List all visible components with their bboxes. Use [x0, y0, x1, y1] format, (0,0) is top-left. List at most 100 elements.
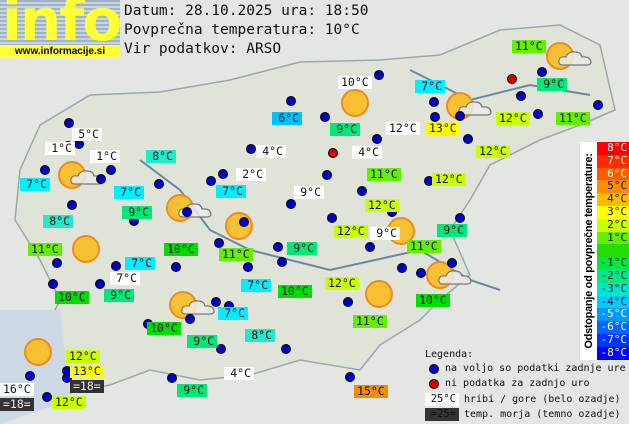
station-dot-icon[interactable] [167, 373, 177, 383]
station-dot-icon[interactable] [593, 100, 603, 110]
station-dot-icon[interactable] [429, 97, 439, 107]
station-temperature-label: 12°C [476, 145, 510, 158]
average-temperature: Povprečna temperatura: 10°C [124, 22, 360, 38]
station-dot-icon[interactable] [365, 242, 375, 252]
station-temperature-label: 11°C [219, 248, 253, 261]
scale-title: Odstopanje od povprečne temperature: [580, 142, 597, 360]
station-temperature-label: 11°C [28, 243, 62, 256]
station-dot-icon[interactable] [64, 118, 74, 128]
station-dot-icon[interactable] [345, 372, 355, 382]
station-temperature-label: 9°C [287, 242, 317, 255]
station-dot-icon[interactable] [52, 258, 62, 268]
station-dot-icon[interactable] [322, 170, 332, 180]
station-dot-icon[interactable] [273, 242, 283, 252]
station-temperature-label: 10°C [55, 291, 89, 304]
station-missing-dot-icon[interactable] [507, 74, 517, 84]
station-dot-icon[interactable] [281, 344, 291, 354]
station-temperature-label: 10°C [278, 285, 312, 298]
station-dot-icon[interactable] [447, 258, 457, 268]
station-dot-icon[interactable] [185, 314, 195, 324]
scale-step: 7°C [597, 154, 629, 168]
station-temperature-label: 9°C [294, 186, 324, 199]
station-dot-icon[interactable] [106, 165, 116, 175]
station-dot-icon[interactable] [40, 165, 50, 175]
station-dot-icon[interactable] [455, 213, 465, 223]
station-dot-icon[interactable] [327, 213, 337, 223]
station-dot-icon[interactable] [286, 96, 296, 106]
station-dot-icon[interactable] [397, 263, 407, 273]
sun-icon [365, 280, 393, 308]
station-dot-icon[interactable] [206, 176, 216, 186]
scale-step: -7°C [597, 334, 629, 347]
station-dot-icon[interactable] [463, 134, 473, 144]
station-dot-icon[interactable] [455, 111, 465, 121]
station-dot-icon[interactable] [537, 67, 547, 77]
sea-temperature-label: =18= [0, 398, 34, 411]
sea-temperature-label: =18= [70, 380, 104, 393]
scale-step: 3°C [597, 206, 629, 219]
station-temperature-label: 9°C [330, 123, 360, 136]
scale-step: 5°C [597, 180, 629, 194]
station-dot-icon[interactable] [67, 200, 77, 210]
scale-step: -2°C [597, 270, 629, 283]
station-temperature-label: 4°C [352, 146, 382, 159]
station-dot-icon[interactable] [516, 91, 526, 101]
logo-text: info [2, 0, 120, 45]
station-dot-icon[interactable] [357, 186, 367, 196]
station-dot-icon[interactable] [216, 344, 226, 354]
station-dot-icon[interactable] [62, 373, 72, 383]
station-dot-icon[interactable] [154, 179, 164, 189]
station-temperature-label: 5°C [72, 128, 102, 141]
station-dot-icon[interactable] [277, 257, 287, 267]
date-line: Datum: 28.10.2025 ura: 18:50 [124, 3, 369, 19]
station-temperature-label: 8°C [146, 150, 176, 163]
station-dot-icon[interactable] [239, 217, 249, 227]
cloud-icon [558, 51, 592, 66]
station-dot-icon[interactable] [48, 279, 58, 289]
station-dot-icon[interactable] [214, 238, 224, 248]
site-link[interactable]: www.informacije.si [0, 45, 120, 58]
station-dot-icon[interactable] [211, 297, 221, 307]
station-dot-icon[interactable] [182, 207, 192, 217]
data-source: Vir podatkov: ARSO [124, 41, 282, 57]
station-dot-icon[interactable] [343, 297, 353, 307]
station-dot-icon[interactable] [42, 392, 52, 402]
station-missing-dot-icon[interactable] [328, 148, 338, 158]
cloud-icon [458, 101, 492, 116]
station-dot-icon[interactable] [372, 134, 382, 144]
legend-sea: temp. morja (temno ozadje) [464, 409, 621, 420]
station-dot-icon[interactable] [95, 279, 105, 289]
station-dot-icon[interactable] [320, 112, 330, 122]
station-temperature-label: 11°C [512, 40, 546, 53]
station-temperature-label: 11°C [367, 168, 401, 181]
station-dot-icon[interactable] [374, 70, 384, 80]
station-dot-icon[interactable] [430, 112, 440, 122]
station-dot-icon[interactable] [171, 262, 181, 272]
station-dot-icon[interactable] [25, 371, 35, 381]
cloud-icon [438, 270, 472, 285]
station-temperature-label: 13°C [426, 122, 460, 135]
station-temperature-label: 7°C [125, 257, 155, 270]
station-temperature-label: 12°C [365, 199, 399, 212]
station-dot-icon[interactable] [533, 109, 543, 119]
scale-step: 4°C [597, 193, 629, 206]
station-temperature-label: 13°C [70, 365, 104, 378]
station-dot-icon[interactable] [96, 174, 106, 184]
sun-icon [225, 212, 253, 240]
station-dot-icon[interactable] [416, 268, 426, 278]
station-temperature-label: 12°C [52, 396, 86, 409]
station-temperature-label: 7°C [216, 185, 246, 198]
legend-blue-dot-icon [429, 364, 439, 374]
station-temperature-label: 16°C [0, 383, 34, 396]
station-dot-icon[interactable] [218, 169, 228, 179]
station-temperature-label: 12°C [334, 225, 368, 238]
station-dot-icon[interactable] [286, 199, 296, 209]
scale-step: -6°C [597, 321, 629, 334]
scale-step [597, 244, 629, 258]
station-temperature-label: 9°C [437, 224, 467, 237]
station-dot-icon[interactable] [246, 144, 256, 154]
station-temperature-label: 12°C [66, 350, 100, 363]
station-dot-icon[interactable] [111, 261, 121, 271]
scale-step: 1°C [597, 231, 629, 245]
station-dot-icon[interactable] [243, 262, 253, 272]
